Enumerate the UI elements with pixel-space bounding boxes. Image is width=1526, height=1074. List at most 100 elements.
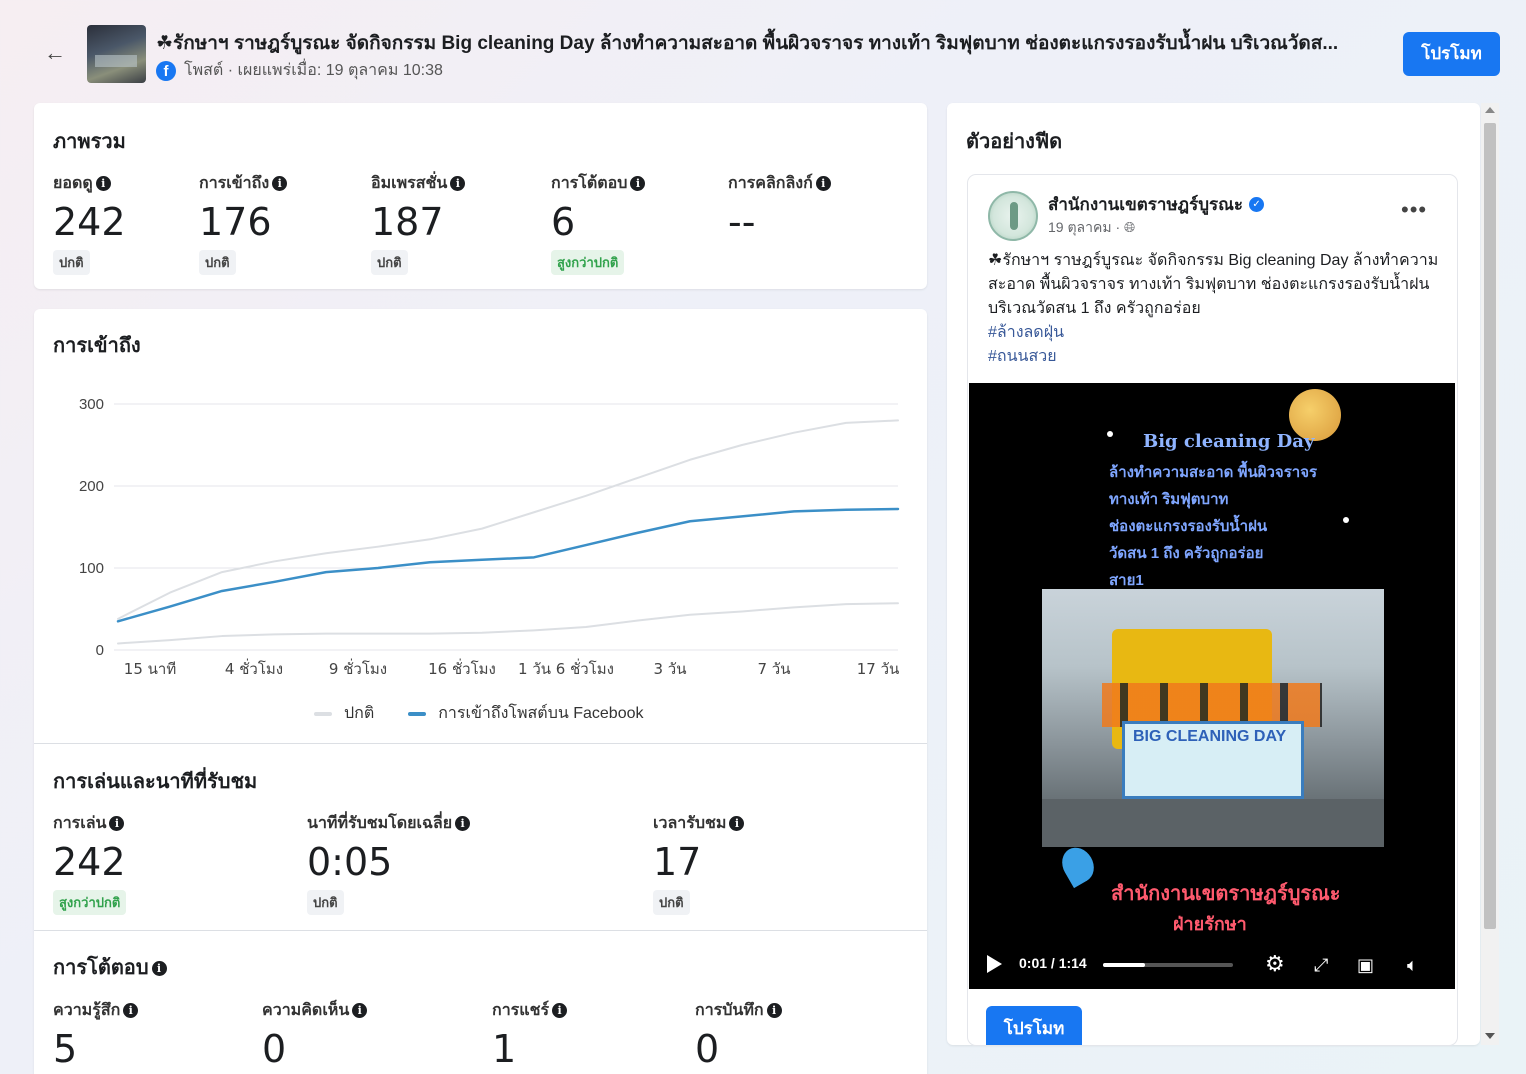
feed-promote-button[interactable]: โปรโมท [986, 1006, 1082, 1045]
metric-label: อิมเพรสชั่น [371, 175, 448, 192]
metric-value: 187 [371, 200, 444, 244]
metric-value: 5 [53, 1027, 78, 1071]
y-tick-label: 200 [79, 478, 104, 495]
post-date[interactable]: 19 ตุลาคม · [1048, 219, 1121, 235]
post-meta: f โพสต์ · เผยแพร่เมื่อ: 19 ตุลาคม 10:38 [156, 58, 443, 83]
moon-graphic [1289, 389, 1341, 441]
metric-badge: ปกติ [307, 890, 344, 915]
video-footer-department: ฝ่ายรักษา [1173, 914, 1247, 935]
metric-badge: ปกติ [53, 250, 90, 275]
star-graphic [1343, 517, 1349, 523]
metric-value: 17 [653, 840, 702, 884]
info-icon[interactable]: i [729, 816, 745, 832]
post-header: ← ☘รักษาฯ ราษฎร์บูรณะ จัดกิจกรรม Big cle… [0, 0, 1526, 100]
page-avatar[interactable] [988, 191, 1038, 241]
settings-gear-icon[interactable]: ⚙ [1265, 951, 1285, 976]
metric-label: การแชร์ [492, 1002, 550, 1019]
feed-scrollbar[interactable] [1481, 103, 1499, 1045]
post-text-block: ☘รักษาฯ ราษฎร์บูรณะ จัดกิจกรรม Big clean… [988, 249, 1443, 369]
more-options-icon[interactable]: ••• [1401, 197, 1428, 222]
video-caption-line: ช่องตะแกรงรองรับน้ำฝน [1109, 518, 1268, 535]
info-icon[interactable]: i [95, 176, 111, 192]
info-icon[interactable]: i [151, 961, 167, 977]
reach-title: การเข้าถึง [53, 335, 141, 357]
cleanup-photo: BIG CLEANING DAY [1042, 589, 1384, 847]
metric-interactions: การโต้ตอบ i 6 สูงกว่าปกติ [551, 171, 646, 275]
divider [34, 930, 927, 931]
metric-badge: ปกติ [653, 890, 690, 915]
metric-link-clicks: การคลิกลิงก์ i -- [728, 171, 831, 244]
metric-saves: การบันทึก i 0 [695, 998, 782, 1071]
scroll-up-arrow-icon[interactable] [1485, 107, 1495, 113]
metric-value: -- [728, 200, 756, 244]
metric-value: 176 [199, 200, 272, 244]
water-drop-graphic [1056, 841, 1100, 889]
mute-icon[interactable]: 🔈︎ [1407, 955, 1418, 975]
info-icon[interactable]: i [109, 816, 125, 832]
video-controls: 0:01 / 1:14 ⚙ ⤢ ▣ 🔈︎ [969, 943, 1455, 987]
scrollbar-thumb[interactable] [1484, 123, 1496, 929]
interactions-section-title: การโต้ตอบ i [53, 951, 167, 983]
metric-label: การเข้าถึง [199, 175, 270, 192]
picture-in-picture-icon[interactable]: ▣ [1357, 955, 1375, 975]
info-icon[interactable]: i [815, 176, 831, 192]
video-progress-bar[interactable] [1103, 963, 1233, 967]
metric-value: 242 [53, 840, 126, 884]
metric-badge: ปกติ [199, 250, 236, 275]
info-icon[interactable]: i [766, 1003, 782, 1019]
video-player[interactable]: Big cleaning Day ล้างทำความสะอาด พื้นผิว… [969, 383, 1455, 989]
back-arrow-icon[interactable]: ← [44, 40, 66, 65]
series-line-normal-band [117, 602, 899, 645]
metric-reach: การเข้าถึง i 176 ปกติ [199, 171, 288, 275]
hashtag-link[interactable]: #ถนนสวย [988, 348, 1057, 365]
metric-badge: สูงกว่าปกติ [551, 250, 625, 275]
feed-preview-title: ตัวอย่างฟีด [966, 131, 1063, 153]
metric-value: 0 [262, 1027, 287, 1071]
legend-label: ปกติ [344, 705, 375, 722]
legend-post-reach[interactable]: การเข้าถึงโพสต์บน Facebook [408, 701, 644, 726]
info-icon[interactable]: i [123, 1003, 139, 1019]
series-line-normal-band [117, 419, 899, 620]
banner-text: BIG CLEANING DAY [1133, 728, 1287, 745]
scroll-down-arrow-icon[interactable] [1485, 1033, 1495, 1039]
info-icon[interactable]: i [552, 1003, 568, 1019]
metric-value: 0:05 [307, 840, 393, 884]
play-icon[interactable] [987, 955, 1002, 973]
metric-value: 6 [551, 200, 576, 244]
workers-graphic [1102, 683, 1322, 727]
interactions-title: การโต้ตอบ [53, 957, 149, 979]
road-graphic [1042, 799, 1384, 847]
y-tick-label: 0 [96, 642, 104, 659]
series-line-post-reach [116, 507, 900, 623]
promote-button[interactable]: โปรโมท [1403, 32, 1500, 76]
post-meta-text: โพสต์ · เผยแพร่เมื่อ: 19 ตุลาคม 10:38 [184, 62, 443, 79]
info-icon[interactable]: i [272, 176, 288, 192]
overview-title: ภาพรวม [53, 131, 126, 153]
overview-card: ภาพรวม ยอดดู i 242 ปกติ การเข้าถึง i 176 ป… [34, 103, 927, 289]
metric-plays: การเล่น i 242 สูงกว่าปกติ [53, 811, 127, 915]
video-time: 0:01 / 1:14 [1019, 955, 1087, 971]
info-icon[interactable]: i [455, 816, 471, 832]
hashtag-link[interactable]: #ล้างลดฝุ่น [988, 324, 1065, 341]
x-tick-label: 3 วัน [654, 660, 687, 678]
metric-badge: ปกติ [371, 250, 408, 275]
legend-normal[interactable]: ปกติ [314, 701, 374, 726]
page-name[interactable]: สำนักงานเขตราษฎร์บูรณะ [1048, 195, 1244, 214]
info-icon[interactable]: i [352, 1003, 368, 1019]
metric-label: นาทีที่รับชมโดยเฉลี่ย [307, 815, 453, 832]
facebook-post-preview: สำนักงานเขตราษฎร์บูรณะ ✓ 19 ตุลาคม · 🌐︎ … [968, 175, 1457, 1045]
legend-label: การเข้าถึงโพสต์บน Facebook [438, 705, 644, 722]
info-icon[interactable]: i [630, 176, 646, 192]
metric-badge: สูงกว่าปกติ [53, 890, 127, 915]
post-title: ☘รักษาฯ ราษฎร์บูรณะ จัดกิจกรรม Big clean… [156, 33, 1339, 54]
info-icon[interactable]: i [450, 176, 466, 192]
fullscreen-icon[interactable]: ⤢ [1314, 955, 1329, 975]
metric-impressions: อิมเพรสชั่น i 187 ปกติ [371, 171, 466, 275]
video-caption-line: วัดสน 1 ถึง ครัวถูกอร่อย [1109, 545, 1264, 562]
metric-views: ยอดดู i 242 ปกติ [53, 171, 126, 275]
metric-avg-minutes: นาทีที่รับชมโดยเฉลี่ย i 0:05 ปกติ [307, 811, 471, 915]
metric-value: 0 [695, 1027, 720, 1071]
metric-label: ความคิดเห็น [262, 1002, 350, 1019]
video-caption-line: ทางเท้า ริมฟุตบาท [1109, 491, 1229, 508]
x-tick-label: 16 ชั่วโมง [428, 658, 496, 678]
